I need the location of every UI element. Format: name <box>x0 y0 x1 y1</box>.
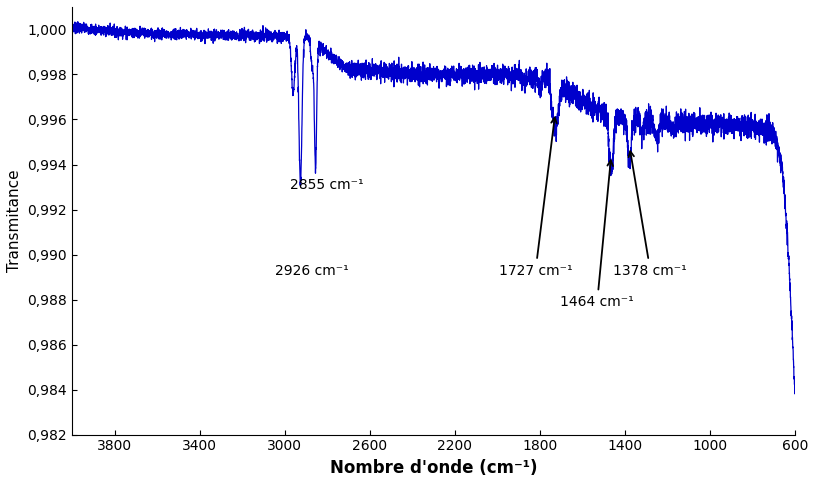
Text: 2926 cm⁻¹: 2926 cm⁻¹ <box>275 264 349 277</box>
Text: 1378 cm⁻¹: 1378 cm⁻¹ <box>614 151 687 277</box>
Text: 2855 cm⁻¹: 2855 cm⁻¹ <box>290 178 364 192</box>
Text: 1727 cm⁻¹: 1727 cm⁻¹ <box>499 118 572 277</box>
X-axis label: Nombre d'onde (cm⁻¹): Nombre d'onde (cm⁻¹) <box>330 459 537 477</box>
Y-axis label: Transmitance: Transmitance <box>7 169 22 272</box>
Text: 1464 cm⁻¹: 1464 cm⁻¹ <box>560 160 634 309</box>
